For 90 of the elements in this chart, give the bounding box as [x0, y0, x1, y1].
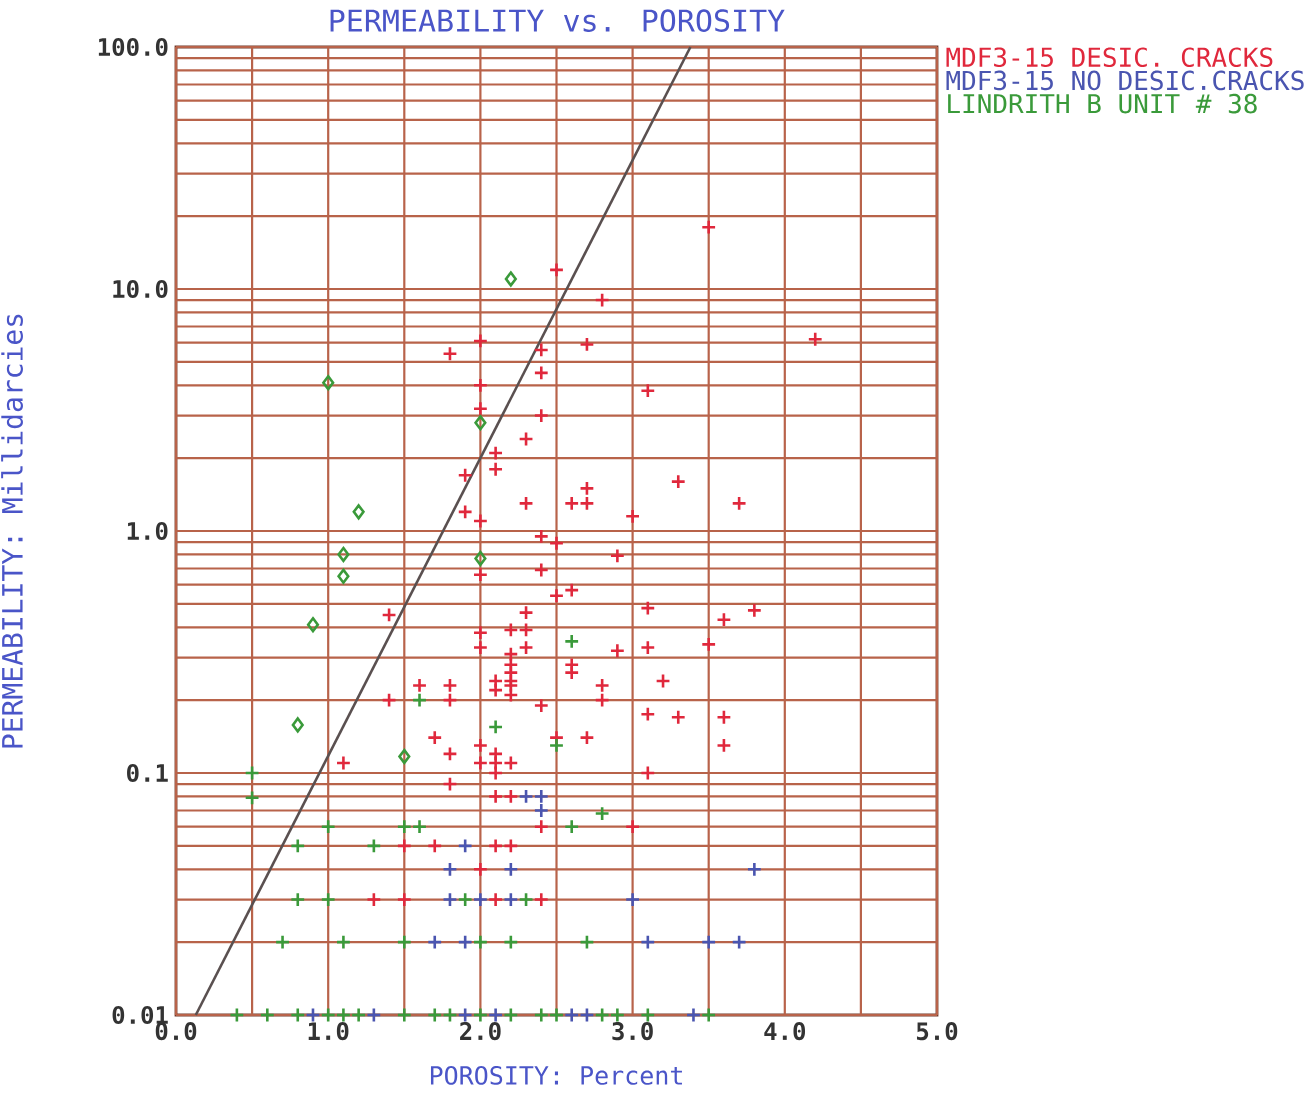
point — [442, 1007, 458, 1023]
point — [398, 748, 411, 765]
point — [503, 861, 519, 877]
point — [533, 1007, 549, 1023]
point — [579, 934, 595, 950]
point — [411, 692, 428, 708]
point — [322, 375, 335, 391]
point — [564, 1007, 580, 1023]
point — [579, 1007, 595, 1023]
y-tick-label: 10.0 — [113, 279, 168, 299]
x-tick-label: 0.0 — [155, 1022, 197, 1041]
point — [244, 765, 260, 781]
point — [457, 891, 473, 908]
point — [564, 818, 580, 835]
text: LINDRITH B UNIT # 38 — [948, 93, 1257, 114]
y-tick-label: 0.1 — [127, 763, 168, 783]
point — [320, 891, 336, 908]
point — [244, 790, 260, 806]
point — [427, 934, 443, 950]
point — [457, 1007, 473, 1023]
point — [503, 1007, 519, 1023]
point — [474, 415, 487, 431]
point — [746, 861, 763, 877]
point — [548, 1007, 565, 1023]
point — [701, 1007, 717, 1023]
point — [518, 788, 534, 805]
point — [337, 568, 350, 584]
point — [701, 934, 717, 950]
text: MDF3-15 DESIC. CRACKS — [946, 47, 1273, 68]
point — [564, 633, 580, 650]
point — [306, 617, 320, 633]
point — [229, 1007, 245, 1023]
point — [609, 1007, 626, 1023]
point — [472, 891, 489, 908]
x-tick-label: 1.0 — [308, 1022, 349, 1041]
chart-title: PERMEABILITY vs. POROSITY — [330, 9, 785, 32]
point — [504, 271, 517, 287]
point — [442, 891, 458, 908]
point — [594, 1007, 610, 1023]
point — [352, 504, 365, 520]
point — [487, 1007, 504, 1023]
point — [290, 891, 306, 908]
point — [290, 1007, 306, 1023]
point — [335, 1007, 352, 1023]
point — [259, 1007, 276, 1023]
point — [640, 1007, 656, 1023]
x-tick-label: 3.0 — [612, 1022, 653, 1041]
point — [474, 550, 487, 567]
point — [624, 891, 641, 908]
point — [548, 737, 565, 754]
point — [396, 934, 412, 950]
x-tick-label: 5.0 — [916, 1022, 958, 1041]
point — [594, 805, 610, 822]
point — [457, 934, 473, 950]
point — [411, 818, 428, 835]
point — [350, 1007, 367, 1023]
point — [366, 1007, 382, 1023]
point — [487, 719, 504, 735]
point — [274, 934, 291, 950]
y-axis-title: PERMEABILITY: Millidarcies — [1, 314, 23, 748]
point — [518, 891, 534, 908]
point — [366, 838, 382, 854]
point — [533, 788, 549, 805]
point — [291, 717, 304, 733]
y-tick-label: 0.01 — [112, 1005, 168, 1025]
x-tick-label: 2.0 — [460, 1022, 501, 1041]
point — [396, 818, 412, 835]
point — [503, 934, 519, 950]
point — [290, 838, 306, 854]
point — [731, 934, 747, 950]
y-tick-label: 100.0 — [98, 37, 168, 57]
point — [442, 861, 458, 877]
point — [335, 934, 352, 950]
point — [320, 1007, 336, 1023]
point — [533, 802, 549, 819]
point — [396, 1007, 412, 1023]
point — [427, 1007, 443, 1023]
text: MDF3-15 NO DESIC.CRACKS — [946, 70, 1304, 91]
point — [305, 1007, 321, 1023]
point — [640, 934, 656, 950]
point — [503, 891, 519, 908]
x-axis-title: POROSITY: Percent — [430, 1065, 682, 1085]
point — [320, 818, 336, 835]
x-tick-label: 4.0 — [764, 1022, 806, 1041]
y-tick-label: 1.0 — [127, 521, 168, 541]
point — [685, 1007, 702, 1023]
point — [337, 546, 350, 563]
point — [472, 934, 489, 950]
point — [472, 1007, 489, 1023]
point — [457, 838, 473, 854]
